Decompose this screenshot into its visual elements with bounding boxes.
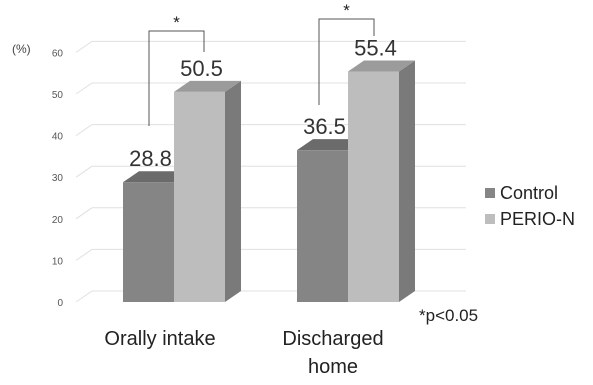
grid-diagonal xyxy=(75,290,93,303)
grid-diagonal xyxy=(75,207,93,220)
legend-label-control: Control xyxy=(500,182,559,203)
bar-top-face xyxy=(348,60,415,72)
significance-brackets: ** xyxy=(148,1,375,126)
y-tick-label: 40 xyxy=(52,132,64,143)
grid-diagonal xyxy=(75,124,93,137)
legend-swatch-control xyxy=(485,188,495,198)
y-tick-label: 30 xyxy=(52,173,64,184)
significance-asterisk: * xyxy=(173,13,180,32)
y-tick-label: 0 xyxy=(57,298,63,309)
grid-diagonal xyxy=(75,165,93,178)
bar-front-face xyxy=(348,71,399,302)
y-tick-label: 50 xyxy=(52,90,64,101)
bar-front-face xyxy=(123,182,174,302)
significance-asterisk: * xyxy=(343,1,350,20)
y-axis-unit-label: (%) xyxy=(12,42,31,56)
y-tick-label: 10 xyxy=(52,256,64,267)
significance-bracket xyxy=(318,18,375,105)
data-label: 36.5 xyxy=(303,114,346,139)
bar-top-face xyxy=(123,171,190,183)
category-label: home xyxy=(308,356,358,378)
data-label: 28.8 xyxy=(129,146,172,171)
bar-side-face xyxy=(399,60,415,303)
legend-item-control: Control xyxy=(485,180,575,206)
category-label: Discharged xyxy=(282,328,383,350)
y-tick-label: 60 xyxy=(52,48,64,59)
grid-diagonal xyxy=(75,82,93,95)
category-label: Orally intake xyxy=(104,328,215,350)
data-label: 55.4 xyxy=(354,36,397,61)
bars xyxy=(123,60,415,303)
bar-side-face xyxy=(225,80,241,302)
data-labels: 28.8 50.5 36.5 55.4 xyxy=(129,36,397,172)
bar-top-face xyxy=(174,80,241,92)
bar-top-face xyxy=(297,139,364,151)
grid-diagonal xyxy=(75,40,93,53)
y-tick-label: 20 xyxy=(52,215,64,226)
data-label: 50.5 xyxy=(180,56,223,81)
grid-diagonal xyxy=(75,248,93,261)
y-axis-ticks: 0 10 20 30 40 50 60 xyxy=(52,48,64,309)
legend-label-perio-n: PERIO-N xyxy=(500,208,576,229)
significance-bracket xyxy=(148,30,205,126)
bar-front-face xyxy=(297,150,348,302)
legend-swatch-perio-n xyxy=(485,214,495,224)
bar-perio-n-1 xyxy=(174,80,241,302)
significance-footnote: *p<0.05 xyxy=(419,306,479,325)
bar-front-face xyxy=(174,91,225,302)
legend-item-perio-n: PERIO-N xyxy=(485,206,575,232)
bar-perio-n-2 xyxy=(348,60,415,303)
legend: Control PERIO-N xyxy=(485,180,575,232)
category-labels: Orally intake Discharged home xyxy=(104,328,383,378)
